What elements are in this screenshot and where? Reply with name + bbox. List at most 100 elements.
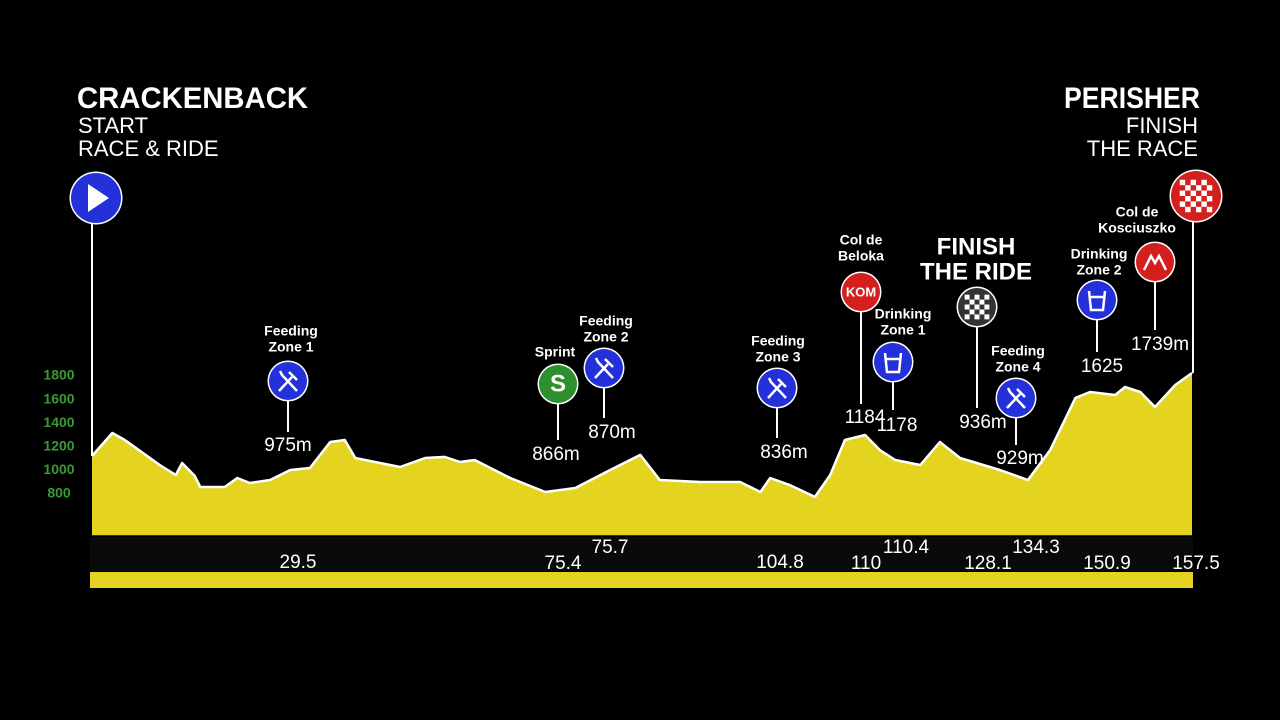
elevation-label: 836m <box>760 442 808 463</box>
check <box>984 304 990 310</box>
distance-band <box>90 537 1193 571</box>
icon-start <box>69 171 123 225</box>
km-label: 29.5 <box>280 552 317 573</box>
icon-disc <box>539 365 577 403</box>
waypoint-label: Zone 3 <box>755 349 800 365</box>
icon-feed <box>267 360 309 402</box>
check <box>1185 196 1191 202</box>
km-label: 110.4 <box>883 537 930 558</box>
check <box>974 304 980 310</box>
elevation-label: 929m <box>996 448 1044 469</box>
icon-symbol: KOM <box>846 284 876 299</box>
icon-drink <box>1076 279 1118 321</box>
check <box>979 299 985 305</box>
y-tick-label: 1800 <box>43 367 74 383</box>
finish-line: THE RACE <box>1087 136 1198 161</box>
y-tick-label: 1400 <box>43 414 74 430</box>
cup <box>883 352 903 374</box>
base-strip <box>90 572 1193 588</box>
finish-name: PERISHER <box>1064 82 1200 115</box>
check <box>969 309 975 315</box>
check <box>1179 190 1186 196</box>
check <box>1196 196 1202 202</box>
check <box>1206 196 1213 202</box>
elevation-label: 866m <box>532 444 580 465</box>
waypoint-label: Zone 2 <box>583 329 628 345</box>
check <box>1190 190 1196 196</box>
check <box>1201 179 1207 186</box>
check <box>974 294 980 300</box>
km-label: 75.7 <box>592 537 629 558</box>
y-tick-label: 1000 <box>43 461 74 477</box>
km-label: 134.3 <box>1012 537 1060 558</box>
km-label: 157.5 <box>1172 553 1220 574</box>
fork <box>1006 388 1026 409</box>
knife <box>594 357 614 379</box>
waypoint-label: Col de <box>840 232 883 248</box>
check <box>1206 185 1213 191</box>
check <box>1179 201 1186 207</box>
icon-disc <box>874 343 912 381</box>
check <box>1206 206 1213 213</box>
knife <box>767 377 787 399</box>
check <box>964 304 970 310</box>
icon-disc <box>1078 281 1116 319</box>
check <box>1196 206 1202 213</box>
icon-mountain <box>1134 241 1176 283</box>
waypoint-label: Zone 2 <box>1076 262 1121 278</box>
waypoint-label: Feeding <box>579 313 633 329</box>
icon-drink <box>872 341 914 383</box>
km-label: 104.8 <box>756 552 804 573</box>
check <box>1179 179 1186 186</box>
icon-disc <box>842 273 880 311</box>
km-label: 128.1 <box>964 553 1012 574</box>
elevation-label: 1739m <box>1131 334 1189 355</box>
waypoint-label: Feeding <box>751 333 805 349</box>
icon-kom: KOM <box>840 271 882 313</box>
check <box>974 314 980 320</box>
waypoint-label: Feeding <box>991 343 1045 359</box>
waypoint-label: Zone 1 <box>268 339 313 355</box>
icon-symbol: S <box>550 370 566 397</box>
waypoint-label: THE RIDE <box>920 258 1032 285</box>
check <box>1201 201 1207 207</box>
elevation-label: 1178 <box>877 415 918 436</box>
check <box>984 294 990 300</box>
waypoint-label: Sprint <box>535 344 576 360</box>
start-line: RACE & RIDE <box>78 136 219 161</box>
check <box>979 309 985 315</box>
fork <box>594 358 614 379</box>
waypoint-label: Feeding <box>264 323 318 339</box>
check <box>1190 179 1196 186</box>
waypoint-label: FINISH <box>937 233 1016 260</box>
waypoint-label: Drinking <box>1071 246 1128 262</box>
elevation-label: 1625 <box>1081 356 1123 377</box>
check <box>984 314 990 320</box>
elevation-label: 936m <box>959 412 1007 433</box>
cup <box>1087 290 1107 312</box>
finish-line: FINISH <box>1126 113 1198 138</box>
km-label: 110 <box>851 553 881 574</box>
peak <box>1142 253 1168 271</box>
start-name: CRACKENBACK <box>77 82 308 115</box>
y-tick-label: 1200 <box>43 438 74 454</box>
icon-feed <box>583 347 625 389</box>
waypoint-label: Zone 4 <box>995 359 1040 375</box>
knife <box>278 370 298 392</box>
fork <box>278 371 298 392</box>
check <box>1196 185 1202 191</box>
elevation-area <box>92 373 1192 536</box>
y-tick-label: 1600 <box>43 390 74 406</box>
icon-finish <box>1169 169 1223 223</box>
waypoint-label: Kosciuszko <box>1098 220 1176 236</box>
check <box>1201 190 1207 196</box>
elevation-label: 975m <box>264 435 312 456</box>
check <box>1185 185 1191 191</box>
waypoint-label: Col de <box>1116 204 1159 220</box>
icon-feed <box>756 367 798 409</box>
icon-feed <box>995 377 1037 419</box>
play <box>88 184 109 212</box>
elevation-line <box>91 371 1193 499</box>
waypoint-label: Drinking <box>875 306 932 322</box>
